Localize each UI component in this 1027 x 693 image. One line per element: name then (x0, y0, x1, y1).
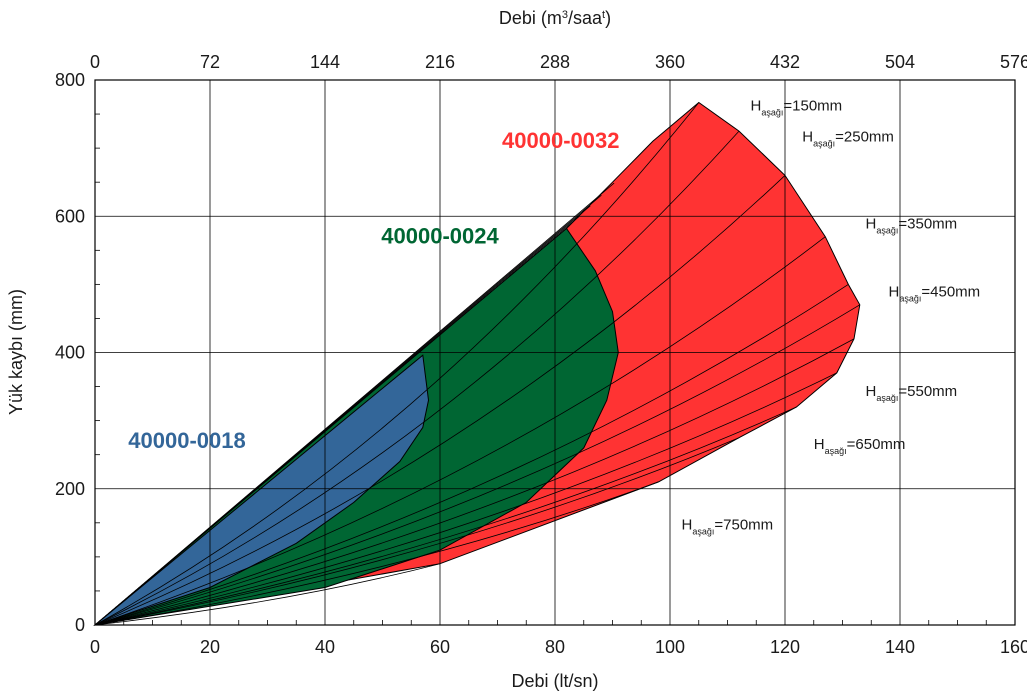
series-area-2 (94, 354, 430, 626)
curve-line-4 (94, 284, 849, 626)
h-annotation-2: Haşağı=350mm (866, 216, 958, 236)
x-tick-label: 80 (545, 637, 565, 657)
series-labels: 40000-0032 40000-0024 40000-0018 (128, 128, 619, 453)
curve-line-1 (94, 130, 740, 626)
x-tick-label: 160 (1000, 637, 1027, 657)
x2-axis-title: Debi (m3/saat) (499, 8, 611, 28)
x-tick-label: 20 (200, 637, 220, 657)
h-annotation-4: Haşağı=550mm (866, 383, 958, 403)
x-tick-label: 40 (315, 637, 335, 657)
y-axis-title: Yük kaybı (mm) (6, 289, 26, 415)
x-tick-label: 120 (770, 637, 800, 657)
axis-ticks: 0 20 40 60 80 100 120 140 160 0 72 144 216 288 360 432 5… (55, 52, 1027, 657)
x2-tick-label: 288 (540, 52, 570, 72)
x-tick-label: 140 (885, 637, 915, 657)
curve-lines (94, 102, 861, 626)
grid-lines (95, 80, 1015, 625)
x2-tick-label: 432 (770, 52, 800, 72)
x-tick-label: 60 (430, 637, 450, 657)
x2-tick-label: 144 (310, 52, 340, 72)
curve-line-2 (94, 175, 786, 626)
curve-line-8 (94, 406, 797, 626)
y-tick-label: 400 (55, 343, 85, 363)
series-label-0: 40000-0032 (502, 128, 619, 153)
x-axis-title: Debi (lt/sn) (511, 671, 598, 691)
curve-line-3 (94, 236, 826, 626)
curve-line-6 (94, 338, 855, 626)
h-annotation-6: Haşağı=750mm (682, 517, 774, 537)
series-label-1: 40000-0024 (381, 224, 499, 249)
x2-tick-label: 504 (885, 52, 915, 72)
x2-tick-label: 360 (655, 52, 685, 72)
x-tick-label: 100 (655, 637, 685, 657)
y-tick-label: 200 (55, 479, 85, 499)
curve-line-0 (94, 102, 700, 626)
series-areas (93, 101, 861, 626)
curve-line-10 (94, 481, 659, 626)
h-annotation-0: Haşağı=150mm (751, 98, 843, 118)
x2-tick-label: 216 (425, 52, 455, 72)
x2-tick-label: 72 (200, 52, 220, 72)
x2-tick-label: 576 (1000, 52, 1027, 72)
y-tick-label: 600 (55, 206, 85, 226)
y-tick-label: 800 (55, 70, 85, 90)
x-tick-label: 0 (90, 637, 100, 657)
series-label-2: 40000-0018 (128, 428, 245, 453)
annotations: Haşağı=150mm Haşağı=250mm Haşağı=350mm Haşa… (682, 98, 981, 537)
curve-line-9 (94, 437, 740, 626)
h-annotation-5: Haşağı=650mm (814, 436, 906, 456)
y-tick-label: 0 (75, 615, 85, 635)
x2-sup: 3 (562, 9, 568, 21)
h-annotation-3: Haşağı=450mm (889, 284, 981, 304)
curve-line-5 (94, 304, 861, 626)
x2-tick-label: 0 (90, 52, 100, 72)
curve-line-11 (94, 563, 441, 626)
plot-frame (94, 79, 1016, 626)
h-annotation-1: Haşağı=250mm (802, 128, 894, 148)
curve-line-7 (94, 372, 837, 626)
fan-line-3 (94, 182, 615, 626)
